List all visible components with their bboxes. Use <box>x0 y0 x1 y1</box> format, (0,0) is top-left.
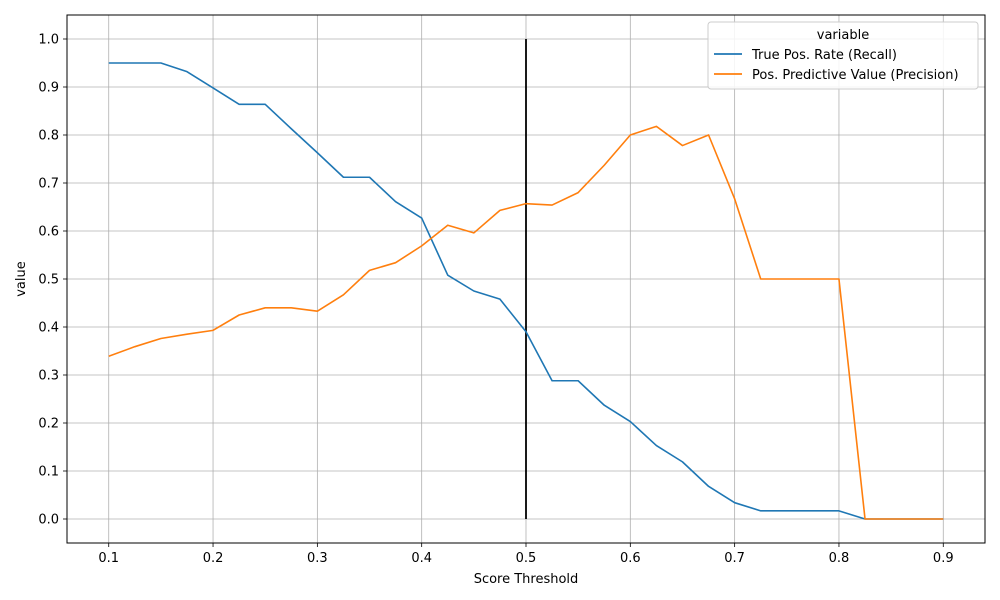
y-tick-label: 0.5 <box>38 273 59 288</box>
y-tick-label: 0.7 <box>38 177 59 192</box>
x-axis-title: Score Threshold <box>474 572 579 587</box>
y-axis-title: value <box>14 261 29 297</box>
x-tick-label: 0.2 <box>203 551 224 566</box>
series-lines <box>108 62 944 520</box>
x-tick-label: 0.9 <box>933 551 954 566</box>
x-tick-label: 0.6 <box>620 551 641 566</box>
legend-entry-label: True Pos. Rate (Recall) <box>751 48 897 63</box>
x-tick-label: 0.7 <box>724 551 745 566</box>
x-tick-label: 0.4 <box>411 551 432 566</box>
y-tick-label: 0.0 <box>38 513 59 528</box>
y-tick-label: 0.6 <box>38 225 59 240</box>
y-tick-label: 0.9 <box>38 81 59 96</box>
series-line-0 <box>108 62 944 520</box>
x-axis-ticks: 0.1 0.2 0.3 0.4 0.5 0.6 0.7 0.8 0.9 <box>98 543 954 566</box>
x-tick-label: 0.5 <box>516 551 537 566</box>
legend-title: variable <box>817 28 869 43</box>
x-tick-label: 0.1 <box>98 551 119 566</box>
y-tick-label: 0.3 <box>38 369 59 384</box>
y-tick-label: 1.0 <box>38 33 59 48</box>
y-axis-ticks: 0.0 0.1 0.2 0.3 0.4 0.5 0.6 0.7 0.8 0.9 1.0 <box>38 33 67 528</box>
y-tick-label: 0.2 <box>38 417 59 432</box>
legend-box <box>707 21 979 90</box>
series-line-1 <box>108 125 944 520</box>
y-tick-label: 0.8 <box>38 129 59 144</box>
y-tick-label: 0.1 <box>38 465 59 480</box>
legend: variable True Pos. Rate (Recall) Pos. Pre… <box>707 21 979 90</box>
x-tick-label: 0.8 <box>829 551 850 566</box>
legend-entry-label: Pos. Predictive Value (Precision) <box>752 68 959 83</box>
y-tick-label: 0.4 <box>38 321 59 336</box>
x-tick-label: 0.3 <box>307 551 328 566</box>
